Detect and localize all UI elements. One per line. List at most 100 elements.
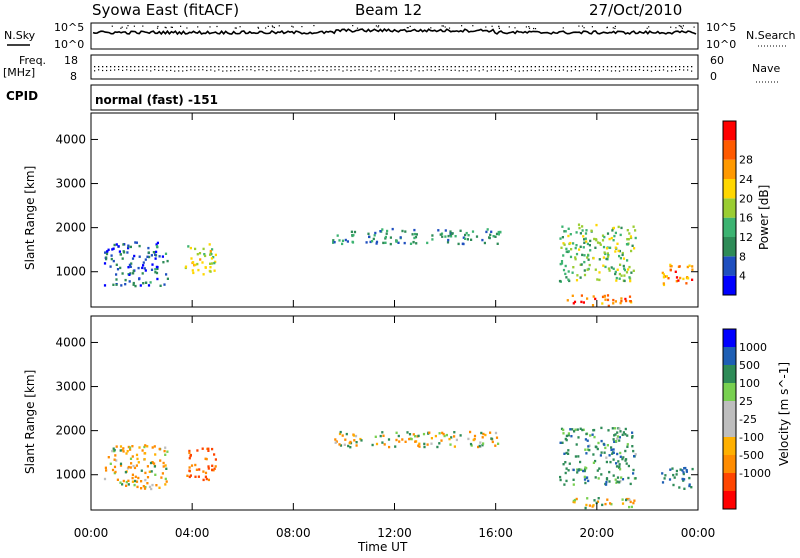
scatter-cell xyxy=(611,229,614,232)
scatter-cell xyxy=(612,226,615,230)
scatter-cell xyxy=(588,244,591,247)
scatter-cell xyxy=(412,433,415,436)
scatter-cell xyxy=(610,236,613,240)
colorbar-swatch xyxy=(723,121,736,141)
scatter-cell xyxy=(155,271,159,275)
scatter-cell xyxy=(618,272,621,276)
scatter-cell xyxy=(146,465,149,468)
scatter-cell xyxy=(598,271,601,274)
scatter-cell xyxy=(560,427,564,431)
scatter-cell xyxy=(341,434,344,437)
colorbar-tick-label: 28 xyxy=(739,154,753,167)
scatter-cell xyxy=(444,229,447,232)
scatter-cell xyxy=(398,440,401,443)
scatter-cell xyxy=(441,235,444,238)
scatter-cell xyxy=(142,282,145,285)
scatter-cell xyxy=(685,469,688,472)
colorbar-tick-label: 1000 xyxy=(739,341,767,354)
scatter-cell xyxy=(436,445,439,449)
scatter-cell xyxy=(611,427,614,430)
scatter-cell xyxy=(391,227,394,231)
y-tick-label: 4000 xyxy=(55,335,86,349)
scatter-cell xyxy=(576,428,579,431)
scatter-cell xyxy=(457,242,460,246)
scatter-cell xyxy=(418,442,421,445)
scatter-cell xyxy=(616,476,620,479)
scatter-cell xyxy=(104,251,107,254)
scatter-cell xyxy=(197,268,200,272)
scatter-cell xyxy=(138,244,141,248)
scatter-cell xyxy=(594,268,597,271)
scatter-cell xyxy=(672,483,675,487)
scatter-cell xyxy=(132,272,135,275)
scatter-cell xyxy=(563,243,566,246)
scatter-cell xyxy=(103,477,107,481)
scatter-cell xyxy=(604,298,607,301)
scatter-cell xyxy=(332,239,335,242)
scatter-cell xyxy=(152,251,155,254)
scatter-cell xyxy=(605,460,608,464)
scatter-cell xyxy=(443,434,446,438)
scatter-cell xyxy=(184,266,187,270)
scatter-cell xyxy=(414,232,417,236)
scatter-cell xyxy=(415,233,418,236)
colorbar-swatch xyxy=(723,217,736,237)
scatter-cell xyxy=(125,480,128,484)
scatter-cell xyxy=(603,443,606,446)
scatter-cell xyxy=(164,446,167,449)
scatter-cell xyxy=(558,279,562,283)
scatter-cell xyxy=(620,226,623,230)
scatter-cell xyxy=(622,264,625,268)
scatter-cell xyxy=(615,462,618,465)
scatter-cell xyxy=(560,262,564,265)
colorbar-tick-label: -25 xyxy=(739,413,757,426)
scatter-cell xyxy=(614,231,617,235)
scatter-cell xyxy=(113,448,116,452)
scatter-cell xyxy=(194,247,197,251)
scatter-cell xyxy=(610,448,613,452)
scatter-cell xyxy=(612,438,615,441)
scatter-cell xyxy=(576,468,579,471)
scatter-cell xyxy=(482,442,485,445)
scatter-cell xyxy=(614,300,617,303)
scatter-cell xyxy=(469,430,472,434)
scatter-cell xyxy=(469,442,473,446)
colorbar-swatch xyxy=(723,237,736,257)
scatter-cell xyxy=(588,444,591,447)
scatter-cell xyxy=(567,234,570,238)
scatter-cell xyxy=(633,499,636,502)
scatter-cell xyxy=(582,246,585,249)
scatter-cell xyxy=(607,254,610,257)
scatter-cell xyxy=(601,295,605,299)
scatter-cell xyxy=(573,300,577,304)
scatter-cell xyxy=(344,438,347,441)
scatter-cell xyxy=(621,253,624,257)
scatter-cell xyxy=(580,300,583,304)
scatter-cell xyxy=(137,461,140,464)
scatter-cell xyxy=(119,481,122,484)
scatter-cell xyxy=(605,257,608,261)
scatter-cell xyxy=(462,242,465,246)
scatter-cell xyxy=(612,302,615,305)
scatter-cell xyxy=(164,477,167,481)
scatter-cell xyxy=(594,459,597,463)
scatter-cell xyxy=(615,465,619,468)
scatter-cell xyxy=(207,447,210,450)
scatter-cell xyxy=(115,445,118,448)
scatter-cell xyxy=(565,276,568,279)
scatter-cell xyxy=(144,452,147,455)
scatter-cell xyxy=(384,237,387,240)
scatter-cell xyxy=(686,265,689,269)
velocity-colorbar-label: Velocity [m s^-1] xyxy=(777,362,791,466)
nsky-label: N.Sky xyxy=(4,29,36,42)
scatter-cell xyxy=(601,302,604,305)
scatter-cell xyxy=(149,461,153,465)
colorbar-swatch xyxy=(723,365,736,383)
scatter-cell xyxy=(190,257,193,260)
scatter-cell xyxy=(121,448,124,452)
colorbar-swatch xyxy=(723,140,736,160)
scatter-cell xyxy=(442,432,445,436)
scatter-cell xyxy=(355,444,358,447)
scatter-cell xyxy=(131,480,134,483)
scatter-cell xyxy=(128,263,131,267)
